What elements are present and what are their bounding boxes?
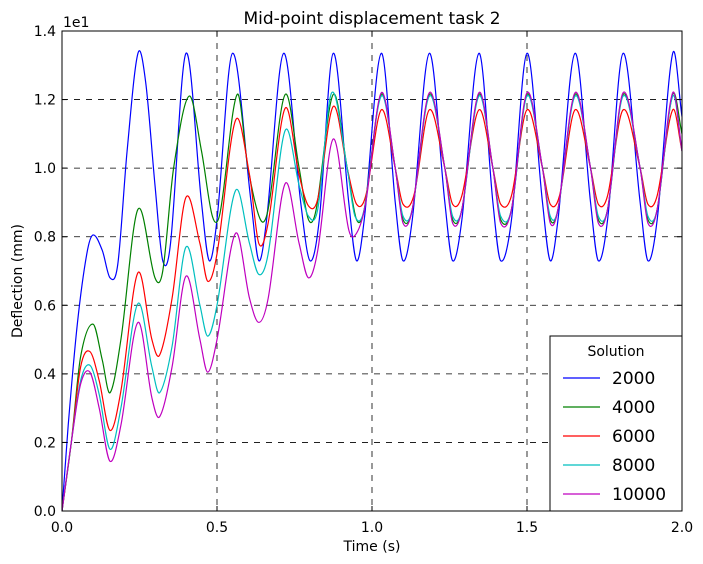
x-tick-label: 2.0 (671, 520, 693, 536)
legend-label-10000: 10000 (612, 485, 666, 505)
legend-label-6000: 6000 (612, 427, 655, 447)
legend-label-4000: 4000 (612, 398, 655, 418)
series-line-10000 (62, 91, 682, 511)
y-tick-label: 0.0 (34, 504, 56, 520)
x-tick-label: 0.0 (51, 520, 73, 536)
series-lines (62, 50, 682, 511)
y-axis-offset-text: 1e1 (63, 15, 89, 31)
legend-label-2000: 2000 (612, 369, 655, 389)
x-tick-label: 1.0 (361, 520, 383, 536)
chart-title: Mid-point displacement task 2 (243, 9, 500, 29)
y-tick-label: 1.4 (34, 24, 56, 40)
x-tick-label: 1.5 (516, 520, 538, 536)
y-tick-label: 0.2 (34, 435, 56, 451)
legend: Solution 2000 4000 6000 8000 10000 (549, 335, 683, 512)
y-tick-label: 0.8 (34, 230, 56, 246)
y-tick-label: 1.2 (34, 93, 56, 109)
y-tick-label: 0.4 (34, 367, 56, 383)
series-line-6000 (62, 105, 682, 511)
x-tick-label: 0.5 (206, 520, 228, 536)
series-line-2000 (62, 50, 682, 511)
legend-box (549, 335, 683, 512)
tick-labels: 0.0 0.5 1.0 1.5 2.0 0.0 0.2 0.4 0.6 0.8 1.0 1.2 1.4 (34, 24, 693, 536)
legend-entries: 2000 4000 6000 8000 10000 (563, 369, 666, 505)
legend-label-8000: 8000 (612, 456, 655, 476)
x-axis-label: Time (s) (343, 539, 401, 555)
y-tick-label: 0.6 (34, 298, 56, 314)
y-tick-label: 1.0 (34, 161, 56, 177)
legend-title: Solution (587, 344, 644, 360)
y-axis-label: Deflection (mm) (10, 224, 26, 338)
